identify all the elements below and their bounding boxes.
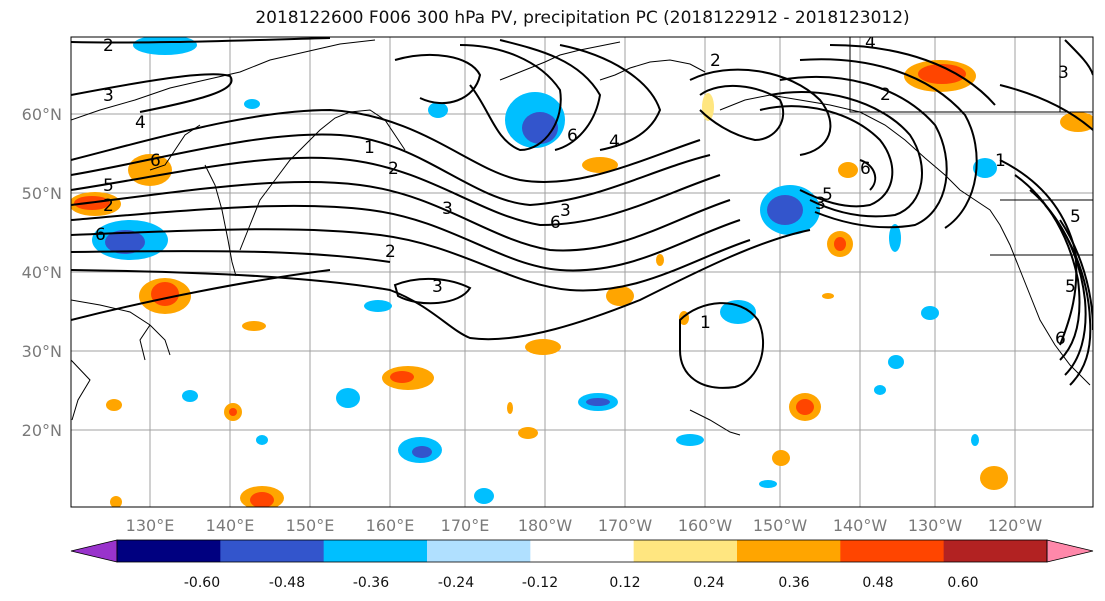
map-title: 2018122600 F006 300 hPa PV, precipitatio…: [255, 8, 910, 28]
colorbar-tick-label: -0.36: [353, 575, 389, 591]
colorbar-bin: [117, 540, 221, 562]
contour-labels: 2 3 4 5 6 2 3 6 3 1 6 2 4 6 3 2 3 1 2 3 …: [95, 33, 1081, 349]
lon-label: 140°W: [833, 516, 888, 535]
contour-label: 6: [860, 159, 871, 179]
colorbar-tick-label: -0.60: [184, 575, 220, 591]
colorbar-tick-label: -0.24: [438, 575, 474, 591]
lon-label: 160°E: [366, 516, 415, 535]
colorbar-tick-label: 0.48: [862, 575, 893, 591]
contour-label: 2: [103, 196, 114, 216]
contour-label: 3: [432, 277, 443, 297]
lat-label: 50°N: [22, 184, 62, 203]
map-border: [70, 36, 1094, 508]
colorbar-ticks: -0.60 -0.48 -0.36 -0.24 -0.12 0.12 0.24 …: [184, 575, 979, 591]
contour-label: 5: [103, 176, 114, 196]
lon-label: 170°E: [441, 516, 490, 535]
colorbar-bin: [633, 540, 738, 562]
lon-label: 130°E: [126, 516, 175, 535]
colorbar-extend-low: [70, 539, 118, 563]
lon-label: 150°E: [286, 516, 335, 535]
contour-label: 6: [150, 151, 161, 171]
colorbar-bin: [530, 540, 635, 562]
contour-label: 3: [1058, 63, 1069, 83]
lat-label: 40°N: [22, 263, 62, 282]
colorbar-bin: [737, 540, 841, 562]
pv-contours: [71, 37, 1093, 389]
coastlines: [71, 37, 1093, 436]
lon-label: 160°W: [678, 516, 733, 535]
colorbar-bin: [427, 540, 531, 562]
latitude-labels: 60°N 50°N 40°N 30°N 20°N: [22, 105, 62, 440]
colorbar-bin: [323, 540, 428, 562]
contour-label: 6: [1055, 329, 1066, 349]
lon-label: 140°E: [206, 516, 255, 535]
contour-label: 5: [1065, 277, 1076, 297]
contour-label: 2: [103, 36, 114, 56]
precipitation-shading: [71, 37, 1093, 507]
contour-label: 6: [95, 225, 106, 245]
contour-label: 6: [550, 213, 561, 233]
colorbar-tick-label: 0.36: [778, 575, 809, 591]
colorbar-bin: [840, 540, 945, 562]
colorbar: [70, 539, 1094, 563]
lon-label: 150°W: [753, 516, 808, 535]
colorbar-outline: [116, 539, 1048, 563]
colorbar-tick-label: -0.12: [522, 575, 558, 591]
contour-label: 1: [700, 313, 711, 333]
contour-label: 3: [815, 194, 826, 214]
contour-label: 6: [567, 126, 578, 146]
contour-label: 5: [1070, 207, 1081, 227]
lon-label: 120°W: [988, 516, 1043, 535]
colorbar-tick-label: -0.48: [269, 575, 305, 591]
lat-label: 20°N: [22, 421, 62, 440]
contour-label: 2: [385, 242, 396, 262]
longitude-labels: 130°E 140°E 150°E 160°E 170°E 180°W 170°…: [126, 516, 1043, 535]
contour-label: 4: [135, 113, 146, 133]
colorbar-bin: [943, 540, 1048, 562]
contour-label: 3: [442, 199, 453, 219]
lat-label: 30°N: [22, 342, 62, 361]
lon-label: 130°W: [908, 516, 963, 535]
contour-label: 3: [560, 201, 571, 221]
contour-label: 4: [865, 33, 876, 53]
colorbar-tick-label: 0.24: [693, 575, 724, 591]
lon-label: 170°W: [598, 516, 653, 535]
contour-label: 4: [609, 132, 620, 152]
colorbar-extend-high: [1046, 539, 1094, 563]
contour-label: 1: [995, 151, 1006, 171]
lon-label: 180°W: [518, 516, 573, 535]
contour-label: 1: [364, 138, 375, 158]
colorbar-bin: [220, 540, 325, 562]
contour-label: 3: [103, 86, 114, 106]
colorbar-tick-label: 0.12: [609, 575, 640, 591]
contour-label: 2: [710, 51, 721, 71]
contour-label: 2: [388, 159, 399, 179]
lat-label: 60°N: [22, 105, 62, 124]
contour-label: 5: [822, 185, 833, 205]
colorbar-tick-label: 0.60: [947, 575, 978, 591]
contour-label: 2: [880, 85, 891, 105]
